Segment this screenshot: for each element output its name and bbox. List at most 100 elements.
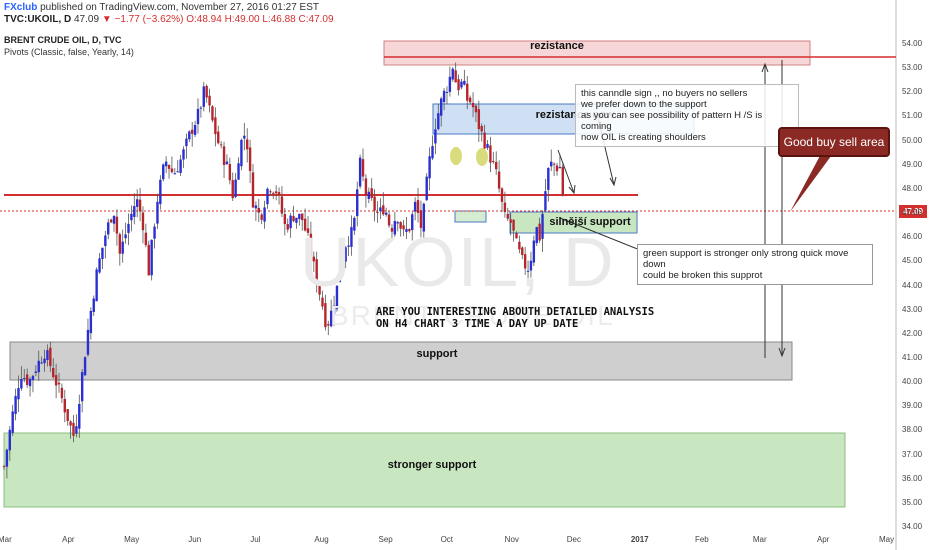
candle-body [83, 357, 87, 376]
candle-body [402, 225, 405, 230]
candle-body [52, 367, 55, 378]
time-tick: Nov [504, 535, 519, 544]
candle-body [460, 81, 463, 88]
candle-body [448, 76, 452, 92]
candles [2, 62, 564, 479]
time-tick: Aug [314, 535, 329, 544]
small-green-box [454, 210, 487, 223]
candle-body [477, 109, 481, 130]
candle-body [350, 227, 353, 247]
price-change: ▼ −1.77 (−3.62%) [101, 14, 184, 25]
candle-body [141, 212, 145, 231]
candle-body [147, 244, 150, 276]
candle-body [411, 214, 414, 231]
candle-body [124, 234, 127, 239]
candle-body [205, 85, 208, 98]
candle-body [89, 310, 93, 334]
candle-body [246, 139, 249, 150]
candle-body [104, 235, 107, 247]
candle-body [72, 422, 75, 436]
candle-body [28, 378, 32, 387]
candle-body [529, 260, 533, 271]
candle-body [280, 196, 284, 214]
candle-body [92, 298, 95, 312]
brand-link[interactable]: FXclub [4, 2, 38, 13]
green-support-note: green support is stronger only strong qu… [637, 244, 873, 285]
candle-body [40, 362, 43, 364]
candle-body [384, 212, 388, 215]
price-tick: 37.00 [902, 449, 923, 459]
watermark-name: BRENT CRUDE OIL [330, 300, 615, 331]
candle-body [219, 144, 223, 146]
candle-body [107, 222, 110, 235]
time-tick: Oct [440, 535, 454, 544]
candle-body [442, 90, 446, 103]
candle-body [176, 171, 179, 173]
candle-body [135, 199, 139, 207]
range-arrow-left-head [761, 62, 769, 73]
candle-body [298, 213, 301, 220]
candle-body [413, 201, 417, 212]
candle-body [14, 396, 17, 414]
symbol-label: TVC:UKOIL, D [4, 14, 72, 25]
candle-body [98, 258, 101, 273]
price-tick: 35.00 [902, 497, 923, 507]
candle-body [202, 86, 205, 107]
candle-body [257, 207, 260, 213]
candle-body [547, 167, 550, 190]
candle-body [153, 226, 156, 239]
candle-body [552, 163, 556, 165]
range-arrow-right-head [778, 347, 786, 358]
candle-body [541, 213, 544, 239]
price-tick: 46.00 [902, 232, 923, 242]
time-tick: Dec [566, 535, 581, 544]
candle-body [80, 372, 84, 402]
candle-body [269, 191, 272, 193]
candle-body [367, 191, 371, 199]
candle-body [86, 329, 90, 355]
candle-body [335, 285, 339, 310]
note-pointer-2-head [568, 184, 576, 195]
candle-body [503, 202, 507, 213]
price-tick: 34.00 [902, 522, 923, 531]
candle-body [347, 245, 350, 247]
time-tick: Mar [752, 535, 767, 544]
candle-body [188, 131, 191, 140]
candle-body [63, 398, 67, 413]
candle-body [286, 224, 289, 230]
candle-body [416, 200, 420, 213]
candle-body [222, 146, 226, 165]
candle-body [492, 161, 495, 163]
candle-body [263, 207, 266, 222]
time-tick: Sep [378, 535, 393, 544]
candle-body [266, 188, 269, 205]
candle-body [535, 227, 538, 244]
ohlc-values: O:48.94 H:49.00 L:46.88 C:47.09 [186, 14, 334, 25]
candle-body [214, 117, 217, 135]
candle-body [37, 360, 40, 373]
candle-body [387, 214, 391, 226]
candle-body [277, 192, 281, 195]
stronger-support-label: stronger support [387, 459, 477, 471]
candle-body [292, 215, 295, 222]
candle-body [25, 374, 29, 385]
candle-body [419, 210, 423, 228]
candle-body [8, 429, 11, 451]
price-tick: 39.00 [902, 401, 923, 411]
candle-body [312, 256, 315, 262]
watermark-symbol: UKOIL, D [300, 223, 616, 301]
candle-body [156, 201, 159, 224]
candle-body [422, 203, 426, 232]
candle-body [515, 232, 518, 239]
candle-body [344, 247, 347, 262]
candle-body [495, 161, 498, 170]
candle-body [306, 228, 310, 233]
time-tick: Mar [0, 535, 12, 544]
candle-body [23, 377, 26, 379]
candle-body [408, 229, 411, 232]
candle-body [164, 161, 168, 167]
candle-body [162, 164, 165, 180]
candle-body [358, 157, 362, 187]
time-tick: Jun [188, 535, 202, 544]
price-tick: 54.00 [902, 39, 923, 48]
